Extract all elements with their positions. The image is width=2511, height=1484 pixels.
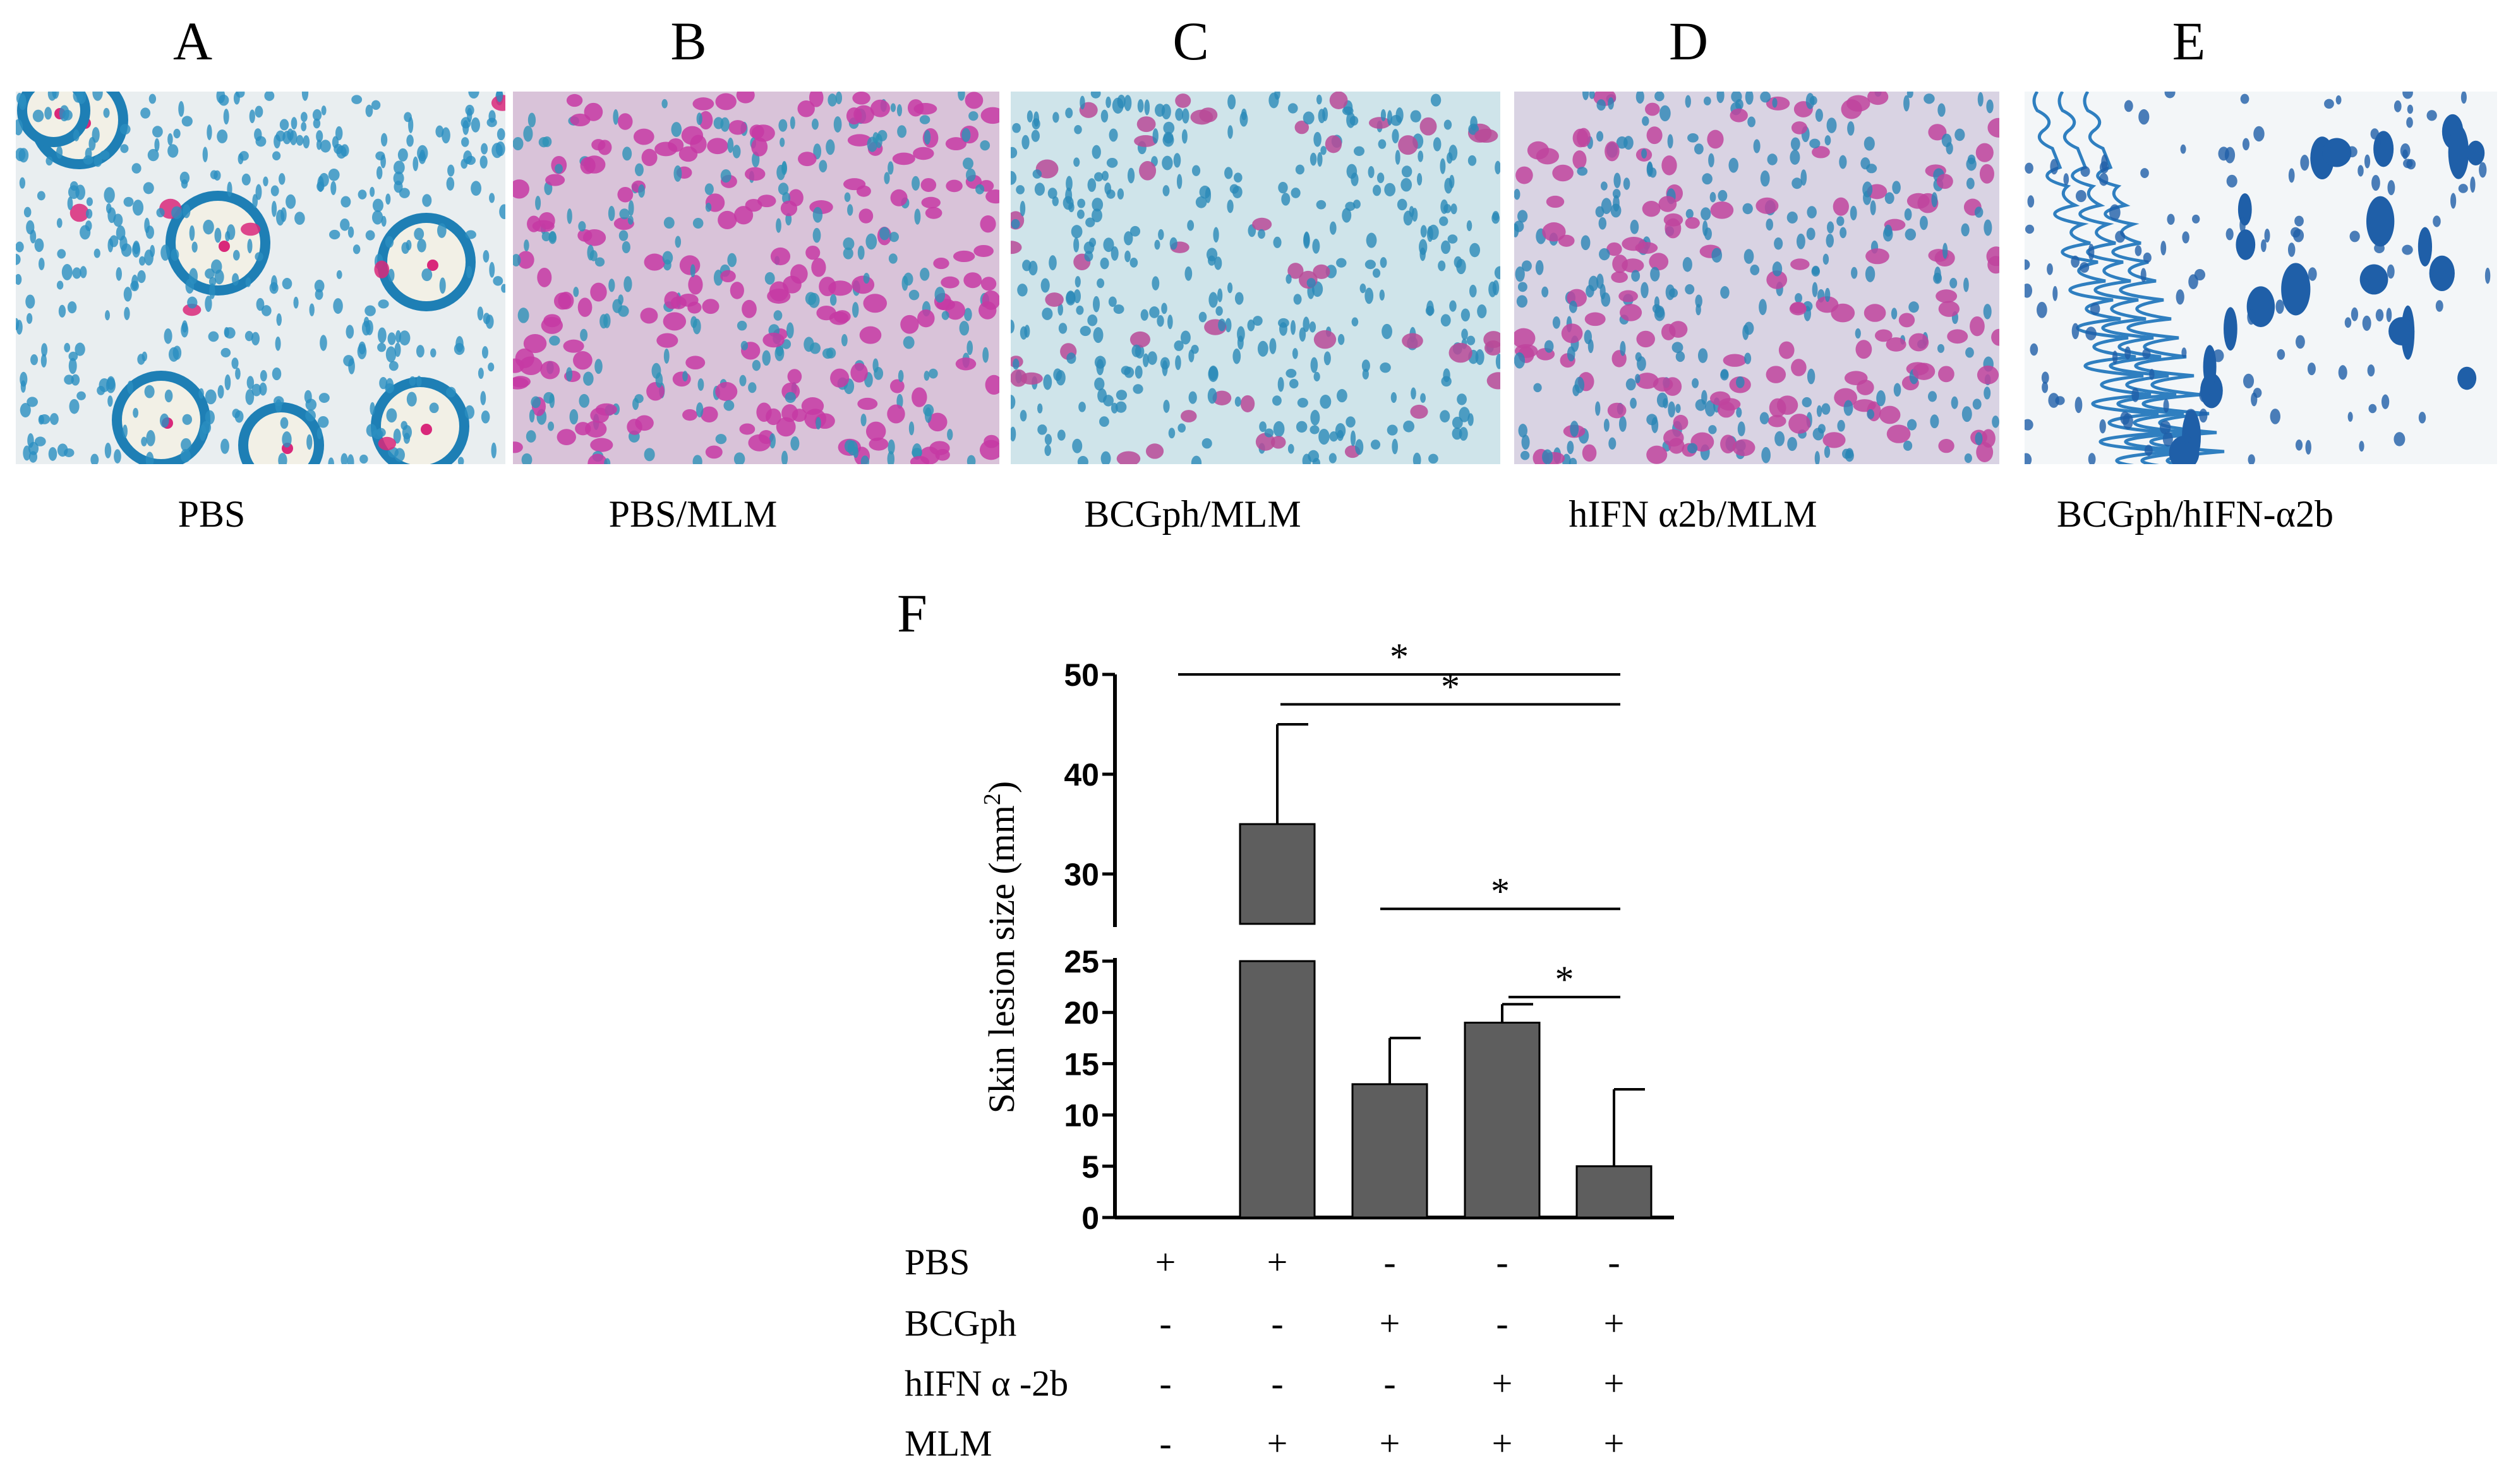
panel-caption-e: BCGph/hIFN-α2b [2056,493,2334,535]
y-tick-label: 25 [1064,944,1099,979]
treatment-mark: + [1604,1303,1625,1344]
treatment-mark: - [1608,1242,1620,1283]
significance-marker: * [1390,636,1409,678]
y-tick-label: 0 [1081,1200,1099,1236]
y-tick-label: 15 [1064,1046,1099,1082]
histology-image-d [1514,92,1999,464]
panel-letter-b: B [670,11,707,71]
treatment-mark: + [1604,1423,1625,1464]
significance-marker: * [1491,870,1510,912]
significance-marker: * [1555,959,1574,1000]
panel-caption-a: PBS [178,493,246,535]
histology-image-e [2025,92,2497,464]
y-tick-label: 20 [1064,995,1099,1031]
treatment-row-label: MLM [905,1423,992,1464]
y-axis-label: Skin lesion size (mm2) [979,781,1022,1113]
y-tick-label: 5 [1081,1149,1099,1185]
treatment-mark: + [1267,1423,1288,1464]
treatment-mark: - [1383,1363,1395,1404]
treatment-mark: - [1496,1242,1508,1283]
panel-letter-d: D [1668,11,1709,71]
treatment-mark: + [1267,1242,1288,1283]
treatment-mark: - [1159,1363,1171,1404]
treatment-mark: - [1496,1303,1508,1344]
y-tick-label: 40 [1064,757,1099,793]
panel-letter-a: A [172,11,213,71]
treatment-row-label: PBS [905,1242,970,1283]
y-tick-label: 50 [1064,657,1099,693]
treatment-mark: - [1159,1303,1171,1344]
treatment-row-label: hIFN α -2b [905,1363,1068,1404]
y-tick-label: 10 [1064,1098,1099,1134]
treatment-mark: + [1604,1363,1625,1404]
treatment-mark: - [1271,1363,1283,1404]
histology-image-c [1011,92,1500,464]
histology-image-a [16,92,505,464]
panel-caption-d: hIFN α2b/MLM [1569,493,1817,535]
panel-letter-c: C [1172,11,1209,71]
panel-letter-e: E [2172,11,2206,71]
treatment-mark: + [1492,1363,1513,1404]
treatment-mark: - [1383,1242,1395,1283]
treatment-mark: + [1155,1242,1176,1283]
panel-letter-f: F [897,583,927,643]
treatment-mark: + [1380,1423,1400,1464]
panel-caption-c: BCGph/MLM [1084,493,1301,535]
y-tick-label: 30 [1064,857,1099,892]
bar [1351,1083,1428,1219]
histology-image-b [513,92,999,464]
significance-marker: * [1441,666,1460,707]
bar [1575,1165,1653,1219]
treatment-mark: - [1159,1423,1171,1464]
treatment-mark: - [1271,1303,1283,1344]
panel-caption-b: PBS/MLM [608,493,778,535]
treatment-mark: + [1380,1303,1400,1344]
treatment-row-label: BCGph [905,1303,1016,1344]
bar [1239,960,1316,1219]
bar [1464,1021,1541,1219]
bar [1239,823,1316,925]
treatment-mark: + [1492,1423,1513,1464]
